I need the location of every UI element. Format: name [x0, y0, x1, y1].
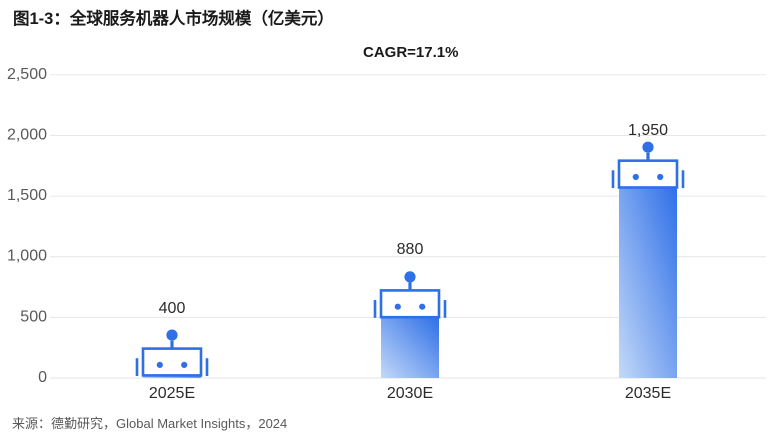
svg-text:2,500: 2,500 [7, 66, 47, 83]
svg-text:1,500: 1,500 [7, 187, 47, 204]
svg-text:2025E: 2025E [149, 385, 195, 402]
svg-text:500: 500 [20, 308, 47, 325]
svg-text:0: 0 [38, 369, 47, 386]
svg-text:880: 880 [397, 241, 424, 258]
svg-text:1,000: 1,000 [7, 248, 47, 265]
svg-text:2030E: 2030E [387, 385, 433, 402]
svg-text:2035E: 2035E [625, 385, 671, 402]
svg-text:1,950: 1,950 [628, 122, 668, 139]
svg-text:400: 400 [159, 300, 186, 317]
svg-text:2,000: 2,000 [7, 127, 47, 144]
